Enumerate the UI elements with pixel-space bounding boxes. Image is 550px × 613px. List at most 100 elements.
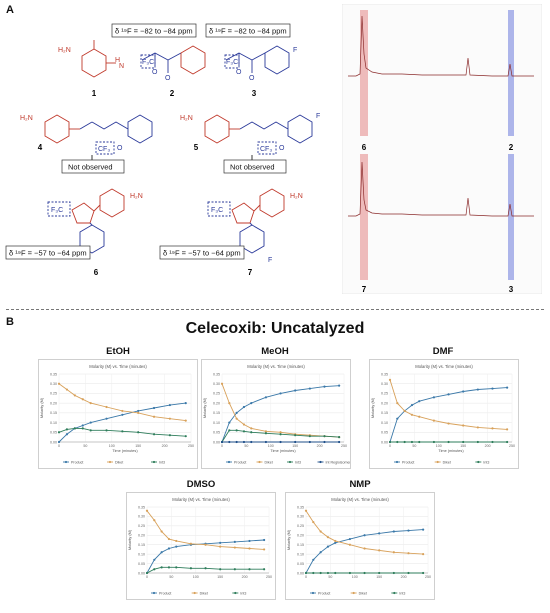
y-axis-label: Molarity (M): [371, 397, 375, 418]
data-point: [250, 402, 253, 405]
spectrum-top-trace: [348, 15, 534, 77]
x-tick-label: 50: [412, 444, 416, 448]
data-point: [388, 378, 392, 381]
data-point: [326, 571, 330, 575]
data-point: [175, 539, 178, 543]
data-point: [410, 413, 414, 416]
data-point: [319, 530, 322, 533]
compound-6-structure: [47, 188, 125, 254]
data-point: [233, 568, 236, 571]
label-f-3: F: [293, 47, 297, 54]
shift-label-6: δ ¹⁹F = −57 to −64 ppm: [9, 249, 87, 258]
solvent-label-meoh: MeOH: [261, 346, 289, 357]
label-o-2b: O: [165, 75, 171, 82]
data-point: [462, 390, 465, 393]
nmr-spectra: 6 2 7 3: [342, 4, 542, 294]
data-point: [403, 440, 406, 444]
data-point: [250, 431, 253, 434]
y-tick-label: 0.30: [381, 382, 388, 386]
data-point: [57, 431, 61, 434]
data-point: [73, 394, 76, 397]
x-tick-label: 100: [352, 575, 358, 579]
data-point: [168, 417, 171, 420]
data-point: [65, 388, 69, 391]
legend-label: Product: [402, 460, 414, 464]
data-point: [81, 398, 84, 401]
data-point: [242, 440, 246, 444]
data-point: [506, 440, 509, 444]
chart-dmf: Molarity (M) vs. Time (minutes) 0.00 0.05 0…: [369, 359, 519, 469]
x-tick-label: 50: [83, 444, 87, 448]
data-point: [348, 571, 352, 575]
x-tick-label: 250: [509, 444, 515, 448]
data-point: [228, 429, 231, 432]
y-tick-label: 0.00: [213, 440, 220, 444]
x-tick-label: 150: [217, 575, 223, 579]
data-point: [308, 387, 311, 390]
legend-label: Int3: [483, 460, 489, 464]
data-point: [160, 530, 163, 533]
y-tick-label: 0.35: [297, 505, 304, 509]
label-o-2a: O: [152, 69, 158, 76]
data-point: [363, 547, 366, 550]
data-point: [184, 435, 187, 438]
y-tick-label: 0.25: [138, 524, 145, 528]
x-tick-label: 250: [266, 575, 272, 579]
data-point: [348, 537, 352, 541]
label-f3c-7: F₃C: [211, 207, 223, 214]
data-point: [89, 429, 92, 432]
chart-title: Molarity (M) vs. Time (minutes): [247, 364, 305, 369]
data-point: [279, 392, 282, 395]
y-tick-label: 0.20: [297, 534, 304, 538]
data-point: [279, 433, 282, 436]
y-tick-label: 0.25: [213, 392, 220, 396]
legend-marker: [477, 460, 480, 464]
compound-3-structure: [224, 45, 290, 75]
data-point: [65, 428, 69, 431]
data-point: [378, 571, 381, 575]
data-point: [168, 434, 171, 437]
data-point: [153, 558, 156, 561]
data-point: [248, 547, 251, 550]
shift-label-2: δ ¹⁹F = −82 to −84 ppm: [115, 27, 193, 36]
compound-2-structure: [140, 45, 206, 75]
chart-title: Molarity (M) vs. Time (minutes): [89, 364, 147, 369]
data-point: [89, 402, 92, 405]
x-tick-label: 150: [460, 444, 466, 448]
data-point: [432, 396, 436, 399]
compound-number-6: 6: [94, 268, 99, 277]
legend-marker: [352, 591, 355, 595]
y-tick-label: 0.25: [381, 392, 388, 396]
data-point: [506, 428, 509, 431]
x-tick-label: 50: [169, 575, 173, 579]
data-point: [250, 440, 253, 444]
x-tick-label: 150: [292, 444, 298, 448]
data-point: [407, 552, 410, 555]
data-point: [228, 421, 231, 424]
data-point: [476, 426, 479, 429]
chart-dmso: Molarity (M) vs. Time (minutes) 0.00 0.05 0…: [126, 492, 276, 600]
chart-etoh: Molarity (M) vs. Time (minutes) 0.00 0.05 0…: [38, 359, 198, 469]
y-axis-label: Molarity (M): [128, 529, 132, 550]
data-point: [105, 429, 108, 432]
data-point: [418, 440, 421, 444]
not-observed-4: Not observed: [68, 163, 113, 172]
data-point: [167, 537, 171, 541]
data-point: [233, 546, 236, 549]
y-tick-label: 0.10: [213, 421, 220, 425]
y-axis-label: Molarity (M): [203, 397, 207, 418]
scheme-structures: H₂N H N F₃C O O F₃C O O F H₂N CF₃ O H₂N …: [5, 23, 320, 277]
x-tick-label: 0: [58, 444, 60, 448]
y-tick-label: 0.20: [213, 401, 220, 405]
series-line: [389, 387, 508, 443]
legend-marker: [108, 460, 112, 464]
not-observed-5: Not observed: [230, 163, 275, 172]
x-tick-label: 50: [244, 444, 248, 448]
data-point: [137, 411, 140, 414]
data-point: [432, 419, 436, 422]
legend-label: Diket: [200, 591, 208, 595]
data-point: [392, 551, 395, 554]
data-point: [189, 542, 193, 545]
data-point: [326, 545, 330, 548]
x-tick-label: 100: [109, 444, 115, 448]
